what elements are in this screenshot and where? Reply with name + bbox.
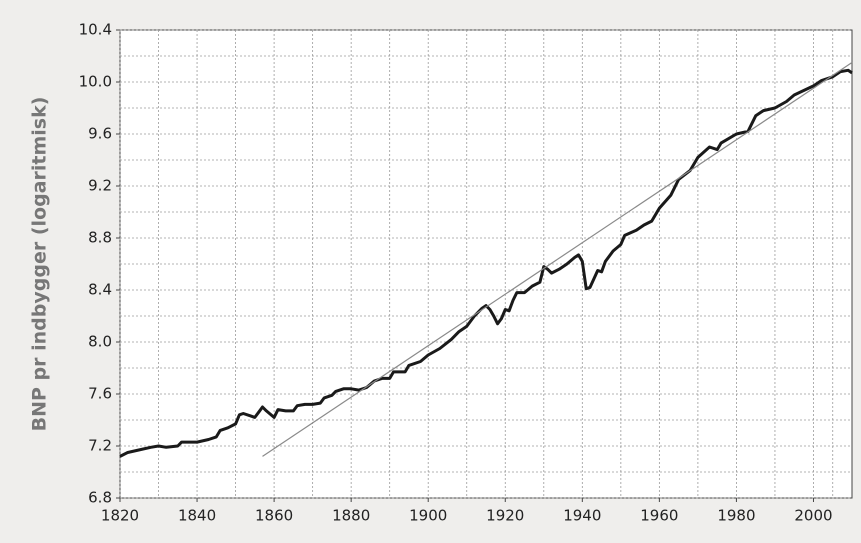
y-tick-label: 7.6 [88,385,112,403]
x-tick-label: 1840 [178,507,216,525]
x-tick-label: 1900 [409,507,447,525]
y-tick-label: 10.4 [79,21,112,39]
x-tick-label: 1960 [640,507,678,525]
data-line [262,62,853,457]
x-tick-label: 1880 [332,507,370,525]
y-axis-label: BNP pr indbygger (logaritmisk) [29,97,51,432]
y-tick-label: 7.2 [88,437,112,455]
y-tick-label: 8.8 [88,229,112,247]
y-tick-label: 9.6 [88,125,112,143]
y-tick-label: 9.2 [88,177,112,195]
x-tick-label: 1940 [563,507,601,525]
x-tick-label: 2000 [794,507,832,525]
y-tick-label: 8.4 [88,281,112,299]
data-line [119,68,853,458]
y-tick-label: 8.0 [88,333,112,351]
y-tick-label: 10.0 [79,73,112,91]
x-tick-label: 1980 [717,507,755,525]
y-tick-label: 6.8 [88,489,112,507]
x-tick-label: 1860 [255,507,293,525]
x-tick-label: 1820 [101,507,139,525]
x-tick-label: 1920 [486,507,524,525]
